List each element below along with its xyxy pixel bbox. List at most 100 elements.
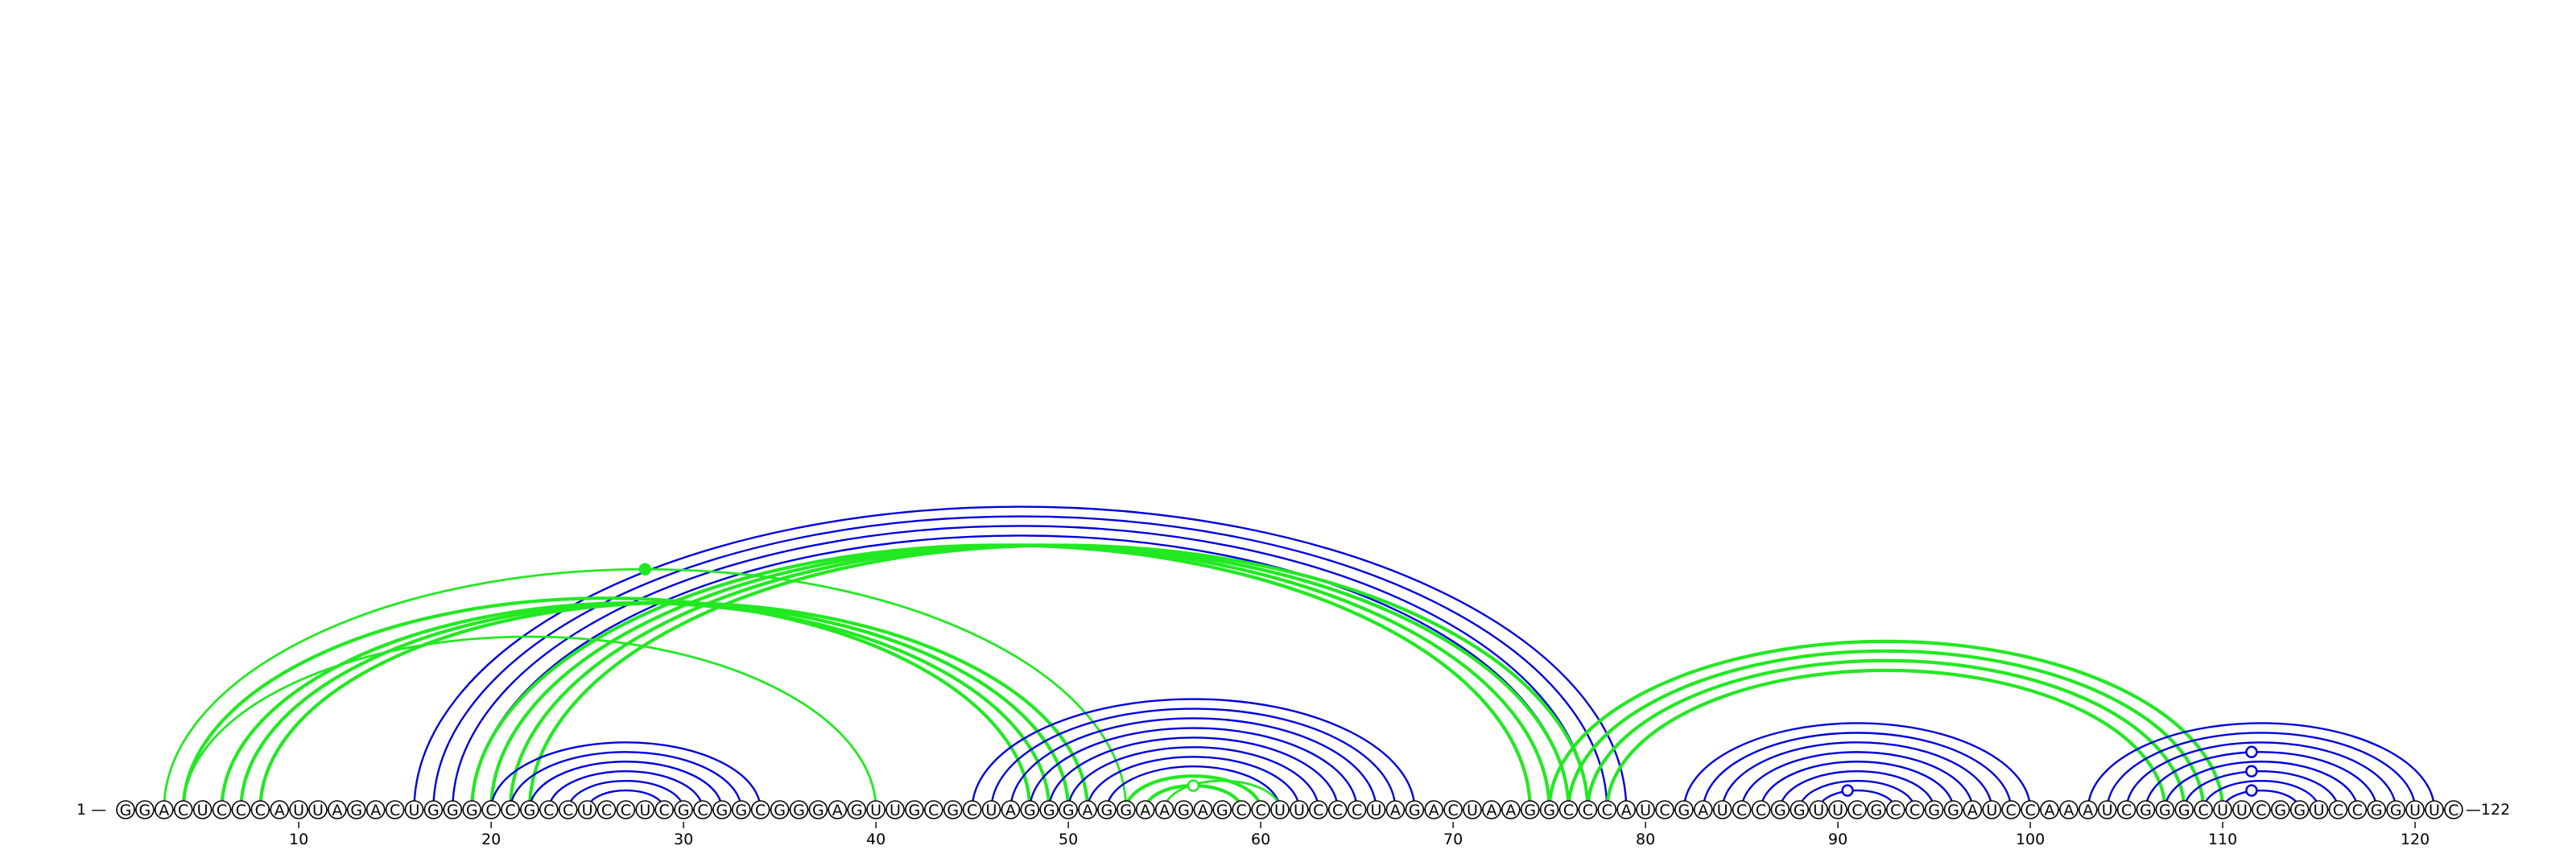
nucleotide-90: U [1828, 800, 1847, 819]
nucleotide-letter-35: G [774, 802, 786, 819]
nucleotide-circle-119 [2386, 800, 2405, 819]
nucleotide-circle-67 [1385, 800, 1406, 819]
nucleotide-letter-118: G [2371, 802, 2383, 819]
nucleotide-circle-50 [1059, 800, 1078, 819]
nucleotide-circle-76 [1558, 800, 1579, 819]
nucleotide-93: C [1886, 800, 1905, 819]
nucleotide-letter-1: G [120, 802, 132, 819]
nucleotide-37: G [808, 800, 828, 819]
nucleotide-letter-12: A [332, 802, 342, 819]
nucleotide-circle-27 [616, 800, 636, 819]
arc-blue-103-121 [2087, 722, 2436, 811]
nucleotide-circle-81 [1655, 800, 1674, 819]
arc-marker-5 [2245, 765, 2258, 778]
nucleotide-letter-70: C [1447, 802, 1458, 819]
nucleotide-69: A [1424, 800, 1443, 819]
nucleotide-letter-55: A [1159, 802, 1170, 819]
nucleotide-106: G [2136, 800, 2156, 819]
nucleotide-97: A [1963, 800, 1983, 819]
nucleotide-30: G [674, 800, 693, 819]
arc-blue-23-31 [547, 770, 704, 811]
nucleotide-letter-80: U [1640, 802, 1651, 819]
nucleotide-letter-63: C [1313, 802, 1323, 819]
nucleotide-28: U [635, 800, 655, 819]
nucleotide-letter-120: U [2409, 802, 2421, 819]
nucleotide-letter-29: C [659, 802, 670, 819]
nucleotide-letter-34: C [755, 802, 766, 819]
nucleotide-circle-16 [404, 800, 424, 819]
nucleotide-78: C [1597, 800, 1617, 819]
nucleotide-91: C [1847, 800, 1867, 819]
nucleotide-letter-8: C [255, 802, 266, 819]
nucleotide-circle-12 [328, 800, 347, 819]
nucleotide-letter-72: A [1486, 802, 1496, 819]
nucleotide-104: U [2097, 800, 2117, 819]
nucleotide-circle-90 [1828, 800, 1847, 819]
nucleotide-letter-109: C [2198, 802, 2209, 819]
nucleotide-letter-68: G [1409, 802, 1421, 819]
nucleotide-letter-40: U [870, 802, 881, 819]
nucleotide-letter-17: G [427, 802, 440, 819]
nucleotide-circle-15 [385, 800, 405, 819]
nucleotide-circle-109 [2194, 800, 2213, 819]
nucleotide-13: G [346, 800, 366, 819]
nucleotide-circle-120 [2405, 800, 2425, 819]
nucleotide-113: G [2271, 800, 2290, 819]
arc-green-21-76 [508, 543, 1571, 811]
nucleotide-63: C [1309, 800, 1328, 819]
nucleotide-99: C [2001, 800, 2021, 819]
nucleotide-letter-50: G [1063, 802, 1075, 819]
arc-blue-19-76 [471, 534, 1570, 811]
nucleotide-circle-32 [712, 800, 732, 819]
nucleotide-102: A [2059, 800, 2079, 819]
nucleotide-letter-106: G [2140, 802, 2152, 819]
nucleotide-circle-79 [1616, 800, 1636, 819]
nucleotide-circle-97 [1963, 800, 1983, 819]
arc-blue-50-63 [1067, 746, 1319, 811]
nucleotide-71: U [1463, 800, 1482, 819]
nucleotide-40: U [866, 800, 886, 819]
arc-green-4-40 [182, 635, 877, 811]
nucleotide-121: U [2425, 800, 2444, 819]
nucleotide-17: G [423, 800, 444, 819]
arc-blue-106-118 [2145, 751, 2378, 811]
nucleotide-letter-20: C [485, 802, 496, 819]
nucleotide-103: A [2079, 800, 2098, 819]
nucleotide-circle-23 [539, 800, 559, 819]
arc-green-78-107 [1605, 668, 2167, 811]
nucleotide-circle-103 [2079, 800, 2098, 819]
arc-blue-21-33 [509, 751, 742, 811]
nucleotide-circle-6 [212, 800, 232, 819]
nucleotide-70: C [1443, 800, 1463, 819]
nucleotide-81: C [1655, 800, 1674, 819]
nucleotide-32: G [712, 800, 732, 819]
arc-blue-47-66 [1009, 717, 1377, 811]
nucleotide-21: C [501, 800, 520, 819]
nucleotide-72: A [1482, 800, 1501, 819]
position-axis: 10 20 30 40 50 60 70 80 90 100 110 120 [289, 822, 2429, 848]
nucleotide-letter-62: U [1294, 802, 1305, 819]
nucleotide-23: C [539, 800, 559, 819]
base-pair-arcs [163, 505, 2436, 811]
arc-blue-107-117 [2164, 761, 2359, 811]
nucleotide-116: C [2328, 800, 2348, 819]
arc-green-77-108 [1586, 658, 2186, 811]
nucleotide-letter-102: A [2063, 802, 2074, 819]
nucleotide-circle-72 [1482, 800, 1501, 819]
nucleotide-letter-7: C [236, 802, 246, 819]
nucleotide-58: G [1212, 800, 1232, 819]
nucleotide-95: G [1924, 800, 1944, 819]
nucleotide-letter-21: C [505, 802, 515, 819]
nucleotide-letter-23: C [543, 802, 554, 819]
nucleotide-120: U [2405, 800, 2425, 819]
nucleotide-letter-90: U [1832, 802, 1843, 819]
arc-green-4-48 [181, 596, 1032, 811]
nucleotide-circle-106 [2136, 800, 2156, 819]
nucleotide-circle-18 [443, 800, 463, 819]
tick-label-40: 40 [866, 831, 886, 848]
nucleotide-letter-22: G [524, 802, 536, 819]
nucleotide-circle-33 [731, 800, 751, 819]
nucleotide-84: U [1712, 800, 1732, 819]
nucleotide-letter-119: G [2390, 802, 2402, 819]
nucleotide-letter-121: U [2429, 802, 2440, 819]
